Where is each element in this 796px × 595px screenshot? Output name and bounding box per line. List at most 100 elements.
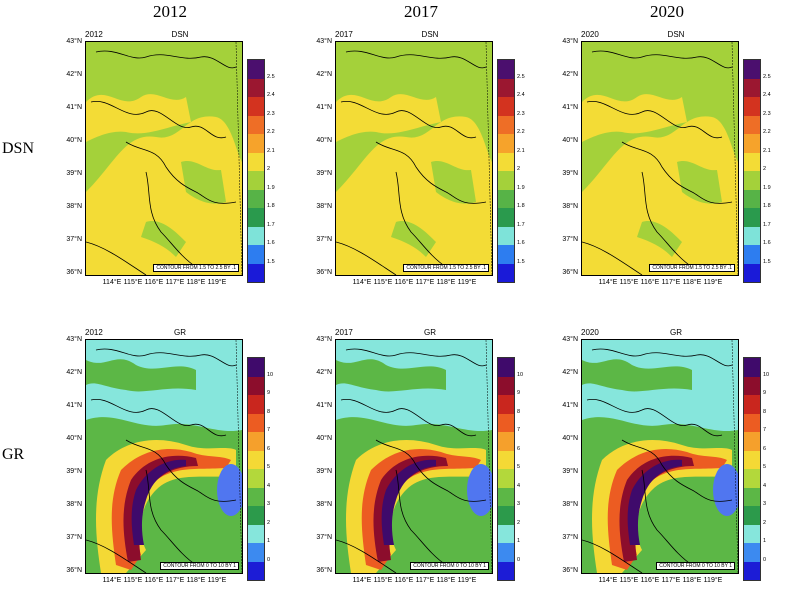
colorbar-segment	[248, 226, 264, 245]
latitude-label: 38°N	[66, 501, 82, 508]
colorbar-label: 2.3	[763, 110, 771, 117]
longitude-label: 115°E	[373, 577, 393, 584]
colorbar-label: 1.7	[763, 221, 771, 228]
latitude-label: 38°N	[562, 501, 578, 508]
colorbar-label: 2	[517, 519, 521, 526]
column-title-2012: 2012	[153, 2, 187, 21]
colorbar-label: 2.1	[517, 147, 525, 154]
latitude-label: 42°N	[316, 71, 332, 78]
colorbar-segment	[498, 208, 514, 227]
colorbar-segment	[248, 543, 264, 562]
colorbar	[497, 59, 515, 283]
longitude-label: 115°E	[373, 279, 393, 286]
latitude-label: 42°N	[66, 71, 82, 78]
latitude-label: 38°N	[316, 501, 332, 508]
latitude-label: 36°N	[316, 567, 332, 574]
longitude-label: 116°E	[394, 577, 414, 584]
colorbar-label: 10	[267, 371, 274, 378]
colorbar	[247, 59, 265, 283]
colorbar-segment	[744, 60, 760, 79]
colorbar-label: 9	[517, 390, 521, 396]
colorbar-label: 8	[267, 408, 271, 415]
longitude-label: 119°E	[457, 577, 477, 584]
map-panel-dsn-2020: 2020 DSN CONTOUR FROM 1.5 TO 2.5 BY .1 43°…	[551, 30, 796, 290]
colorbar-segment	[498, 469, 514, 488]
longitude-label: 118°E	[436, 279, 456, 286]
colorbar-label: 1.8	[763, 203, 771, 209]
panel-variable-label: DSN	[171, 30, 189, 39]
longitude-label: 116°E	[640, 577, 660, 584]
longitude-label: 118°E	[436, 577, 456, 584]
colorbar-label: 2	[267, 166, 271, 172]
colorbar-segment	[744, 395, 760, 414]
longitude-label: 115°E	[619, 279, 639, 286]
longitude-label: 116°E	[144, 279, 164, 286]
longitude-label: 114°E	[102, 577, 122, 584]
colorbar-segment	[248, 78, 264, 97]
colorbar-segment	[248, 134, 264, 153]
latitude-label: 36°N	[562, 567, 578, 574]
longitude-label: 117°E	[415, 577, 435, 584]
longitude-label: 118°E	[682, 279, 702, 286]
colorbar-segment	[744, 226, 760, 245]
colorbar-label: 10	[763, 371, 770, 378]
colorbar-label: 1.9	[267, 184, 275, 191]
latitude-label: 39°N	[562, 170, 578, 177]
colorbar-label: 1.8	[267, 203, 275, 209]
colorbar-label: 1.9	[763, 184, 771, 191]
colorbar-segment	[498, 561, 514, 580]
latitude-label: 39°N	[66, 468, 82, 475]
colorbar-label: 2.5	[267, 73, 275, 80]
colorbar-segment	[498, 376, 514, 395]
panel-year-label: 2017	[335, 30, 353, 39]
colorbar-label: 6	[763, 445, 767, 452]
colorbar-label: 5	[517, 464, 521, 470]
colorbar-label: 1.5	[267, 258, 275, 265]
panel-variable-label: GR	[424, 328, 436, 337]
longitude-label: 118°E	[186, 279, 206, 286]
colorbar-segment	[248, 506, 264, 525]
latitude-label: 43°N	[316, 38, 332, 45]
colorbar-label: 1.6	[267, 240, 275, 246]
colorbar-label: 2.2	[763, 129, 771, 135]
longitude-label: 117°E	[661, 279, 681, 286]
panel-variable-label: DSN	[667, 30, 685, 39]
longitude-label: 118°E	[186, 577, 206, 584]
latitude-label: 36°N	[66, 567, 82, 574]
colorbar-segment	[744, 432, 760, 451]
colorbar-segment	[498, 524, 514, 543]
colorbar-label: 8	[517, 408, 521, 415]
colorbar-segment	[744, 189, 760, 208]
colorbar-segment	[498, 60, 514, 79]
latitude-label: 37°N	[562, 534, 578, 541]
longitude-label: 114°E	[352, 577, 372, 584]
colorbar-label: 7	[267, 427, 271, 433]
contour-note: CONTOUR FROM 0 TO 10 BY 1	[656, 562, 735, 570]
colorbar-segment	[744, 469, 760, 488]
colorbar-label: 2	[763, 166, 767, 172]
latitude-label: 36°N	[66, 269, 82, 276]
colorbar-label: 2.1	[267, 147, 275, 154]
colorbar-label: 3	[267, 501, 271, 507]
map-plot-area	[335, 339, 493, 574]
colorbar-label: 1	[763, 538, 767, 544]
longitude-label: 115°E	[123, 577, 143, 584]
colorbar-segment	[744, 97, 760, 116]
colorbar-segment	[744, 134, 760, 153]
colorbar-label: 2.4	[267, 92, 275, 98]
map-panel-gr-2012: 2012 GR CONTOUR FROM 0 TO 10 BY 1 43°N 42°N…	[55, 328, 317, 588]
latitude-label: 39°N	[316, 170, 332, 177]
colorbar-label: 2.4	[763, 92, 771, 98]
colorbar-segment	[248, 376, 264, 395]
latitude-label: 36°N	[562, 269, 578, 276]
latitude-label: 38°N	[66, 203, 82, 210]
colorbar-label: 0	[763, 556, 767, 563]
longitude-label: 114°E	[102, 279, 122, 286]
colorbar-segment	[744, 358, 760, 377]
colorbar-label: 1.7	[517, 221, 525, 228]
latitude-label: 42°N	[562, 71, 578, 78]
longitude-label: 119°E	[703, 577, 723, 584]
colorbar-segment	[248, 208, 264, 227]
latitude-label: 43°N	[66, 38, 82, 45]
contour-note: CONTOUR FROM 0 TO 10 BY 1	[410, 562, 489, 570]
